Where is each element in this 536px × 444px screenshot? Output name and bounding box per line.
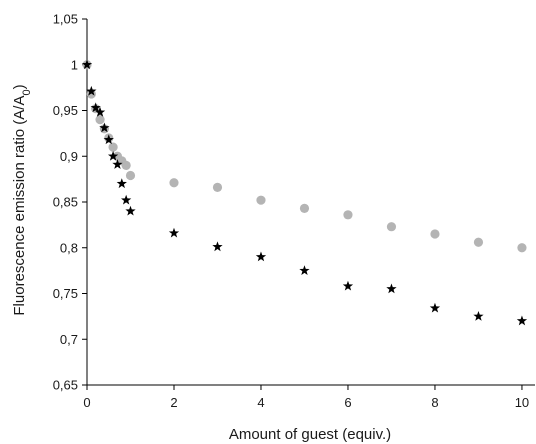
circle-point [343, 210, 353, 220]
x-tick-label: 10 [515, 395, 529, 410]
circle-point [169, 178, 179, 188]
star-point [121, 194, 132, 205]
star-point [255, 251, 267, 262]
star-point [107, 150, 119, 161]
star-point [429, 302, 441, 313]
x-axis-title: Amount of guest (equiv.) [229, 426, 391, 443]
y-tick-label: 0,7 [60, 332, 78, 347]
star-point [90, 102, 101, 113]
x-tick-label: 4 [257, 395, 264, 410]
circle-point [517, 243, 527, 253]
y-tick-label: 1 [71, 57, 78, 72]
star-point [342, 280, 354, 291]
y-tick-label: 0,65 [53, 378, 78, 393]
y-axis-title-subscript: 0 [21, 89, 33, 95]
star-point [103, 134, 114, 145]
y-tick-label: 0,75 [53, 286, 78, 301]
circle-point [125, 170, 136, 181]
circle-point [299, 203, 310, 214]
star-point [99, 122, 110, 133]
star-point [168, 227, 180, 238]
y-axis-title: Fluorescence emission ratio (A/A0) [11, 84, 33, 315]
y-tick-label: 0,85 [53, 195, 78, 210]
star-point [116, 178, 127, 189]
star-point [212, 241, 223, 252]
circle-point [212, 182, 223, 192]
y-tick-label: 1,05 [53, 12, 78, 27]
circle-series [82, 60, 527, 253]
circle-point [108, 142, 118, 152]
x-axis-ticks: 0 2 4 6 8 10 [83, 385, 529, 410]
y-axis-ticks: 0,65 0,7 0,75 0,8 0,85 0,9 0,95 1 1,05 [53, 12, 87, 393]
x-tick-label: 6 [344, 395, 351, 410]
star-point [516, 315, 528, 326]
star-point [86, 85, 97, 96]
x-tick-label: 8 [431, 395, 438, 410]
x-tick-label: 0 [83, 395, 90, 410]
circle-point [95, 115, 105, 125]
star-point [473, 310, 484, 321]
y-axis-title-tail: ) [11, 84, 28, 89]
circle-point [256, 195, 266, 205]
circle-point [386, 222, 397, 232]
y-tick-label: 0,95 [53, 103, 78, 118]
y-tick-label: 0,9 [60, 149, 78, 164]
circle-point [430, 229, 440, 239]
star-point [386, 283, 397, 294]
star-point [112, 159, 123, 169]
y-tick-label: 0,8 [60, 240, 78, 255]
star-point [299, 265, 310, 275]
y-axis-title-main: Fluorescence emission ratio (A/A [11, 96, 28, 316]
axes [86, 19, 535, 386]
series-layer [81, 59, 528, 326]
star-point [81, 59, 93, 70]
star-point [94, 106, 106, 117]
x-tick-label: 2 [170, 395, 177, 410]
star-point [125, 205, 136, 216]
circle-point [121, 160, 131, 170]
star-series [81, 59, 528, 326]
circle-point [473, 237, 484, 247]
